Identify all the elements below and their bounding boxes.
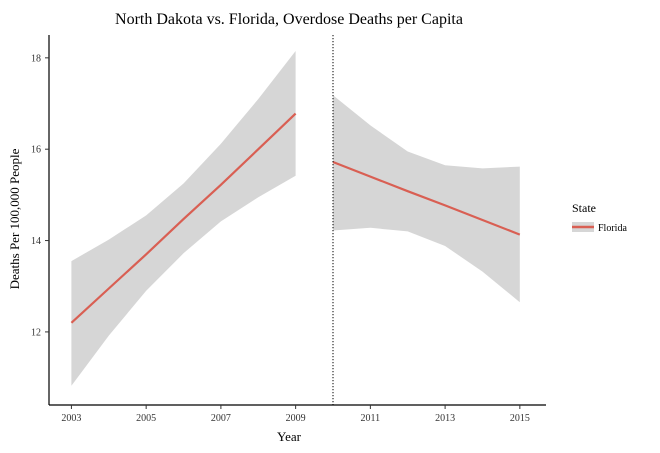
x-tick-label: 2011 [361,413,381,424]
x-tick-label: 2013 [435,413,455,424]
x-tick-label: 2009 [286,413,306,424]
y-tick-label: 16 [31,145,41,156]
legend: State Florida [572,201,627,234]
y-tick-label: 18 [31,53,41,64]
x-tick-label: 2005 [136,413,156,424]
legend-title: State [572,201,596,215]
y-axis-label: Deaths Per 100,000 People [7,148,22,289]
trend-line-2 [332,160,521,236]
x-axis-label: Year [277,429,302,444]
axes: 2003 2005 2007 2009 2011 2013 2015 12 14 16 18 [31,35,546,424]
x-tick-label: 2007 [211,413,231,424]
y-tick-label: 12 [31,327,41,338]
x-tick-label: 2003 [61,413,81,424]
plot-area [70,35,521,405]
y-tick-label: 14 [31,236,41,247]
trend-line-1 [70,112,297,324]
legend-label-florida: Florida [598,223,627,234]
x-tick-label: 2015 [510,413,530,424]
chart-title: North Dakota vs. Florida, Overdose Death… [115,11,463,28]
